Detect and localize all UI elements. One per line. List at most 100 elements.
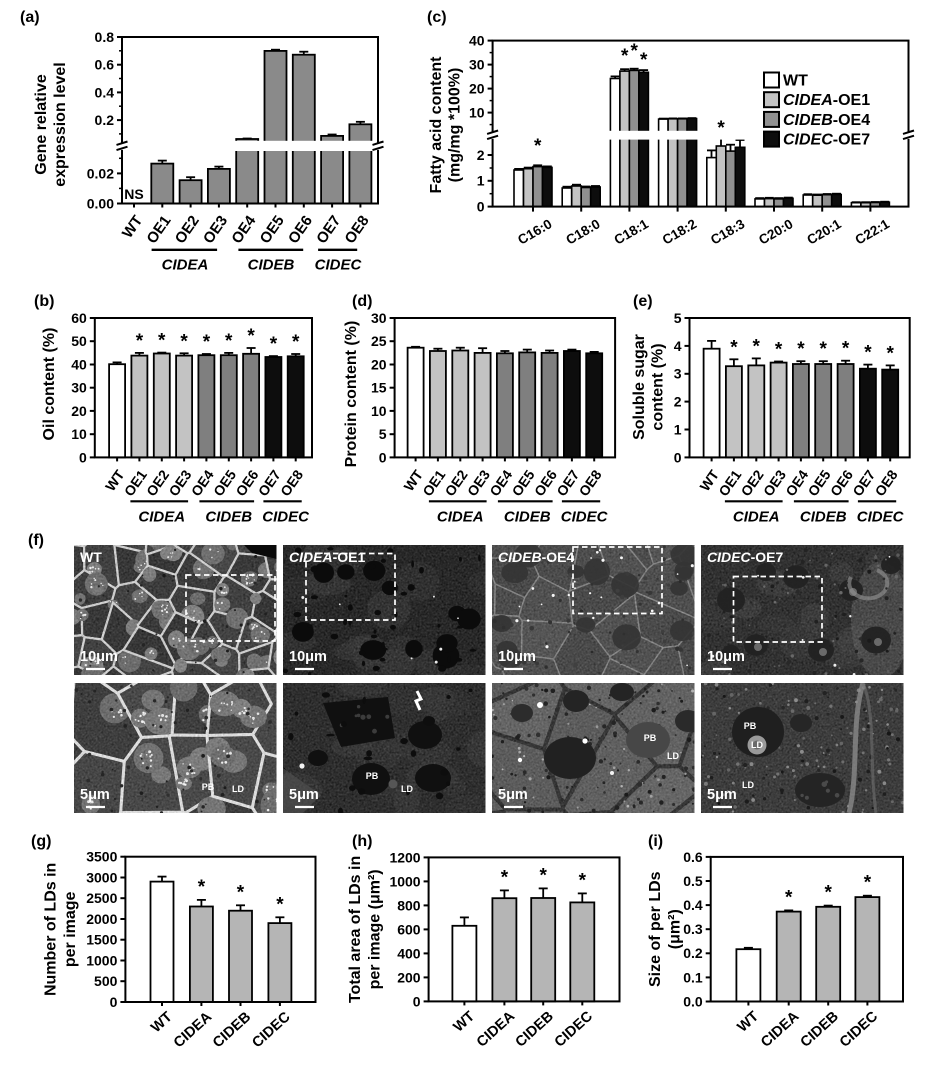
svg-text:Gene relative: Gene relative <box>33 74 50 175</box>
svg-text:1000: 1000 <box>389 873 420 889</box>
svg-text:*: * <box>501 867 509 888</box>
svg-text:(b): (b) <box>34 293 54 310</box>
svg-text:WT: WT <box>80 549 102 565</box>
svg-text:WT: WT <box>783 73 808 90</box>
svg-text:LD: LD <box>232 784 244 794</box>
svg-text:per image: per image <box>62 891 79 967</box>
svg-text:Number of LDs in: Number of LDs in <box>43 863 60 996</box>
svg-text:(h): (h) <box>352 833 372 850</box>
svg-text:*: * <box>621 46 629 67</box>
svg-text:1500: 1500 <box>86 932 117 948</box>
svg-text:0.6: 0.6 <box>683 849 703 865</box>
svg-text:*: * <box>276 894 284 915</box>
svg-text:40: 40 <box>469 33 485 49</box>
svg-text:25: 25 <box>371 333 387 349</box>
svg-text:(mg/mg *100%): (mg/mg *100%) <box>447 68 464 183</box>
svg-text:CIDEA: CIDEA <box>138 509 185 526</box>
svg-text:(f): (f) <box>28 532 44 549</box>
svg-text:20: 20 <box>469 81 485 97</box>
svg-text:0.4: 0.4 <box>683 897 703 913</box>
svg-text:*: * <box>198 877 206 898</box>
svg-text:3500: 3500 <box>86 849 117 865</box>
svg-text:0: 0 <box>110 994 118 1010</box>
svg-text:CIDEC-OE7: CIDEC-OE7 <box>707 549 783 565</box>
svg-text:Oil content (%): Oil content (%) <box>41 328 58 441</box>
svg-text:3000: 3000 <box>86 869 117 885</box>
svg-text:*: * <box>539 865 547 886</box>
svg-text:5μm: 5μm <box>498 787 528 803</box>
svg-text:CIDEA-OE1: CIDEA-OE1 <box>783 92 870 109</box>
svg-text:0: 0 <box>79 449 87 465</box>
svg-text:(μm²): (μm²) <box>667 909 684 949</box>
svg-text:*: * <box>270 334 278 355</box>
svg-text:(c): (c) <box>427 9 447 26</box>
svg-text:600: 600 <box>397 921 421 937</box>
svg-text:*: * <box>864 873 872 894</box>
svg-text:content (%): content (%) <box>650 343 667 430</box>
svg-text:30: 30 <box>469 57 485 73</box>
svg-text:0: 0 <box>379 449 387 465</box>
svg-text:5: 5 <box>379 426 387 442</box>
svg-text:500: 500 <box>94 973 118 989</box>
svg-text:CIDEA-OE1: CIDEA-OE1 <box>289 549 365 565</box>
svg-text:(a): (a) <box>20 9 40 26</box>
svg-text:5μm: 5μm <box>707 787 737 803</box>
svg-text:CIDEB: CIDEB <box>248 257 295 274</box>
svg-text:*: * <box>158 331 166 352</box>
svg-text:CIDEB-OE4: CIDEB-OE4 <box>783 112 870 129</box>
svg-text:CIDEC: CIDEC <box>857 509 905 526</box>
svg-text:Protein content (%): Protein content (%) <box>343 321 360 468</box>
svg-text:*: * <box>630 41 638 62</box>
svg-text:*: * <box>797 339 805 360</box>
svg-text:0.3: 0.3 <box>683 921 703 937</box>
svg-text:CIDEB: CIDEB <box>205 509 252 526</box>
svg-text:*: * <box>225 331 233 352</box>
svg-text:0: 0 <box>477 199 485 215</box>
svg-text:*: * <box>247 326 255 347</box>
svg-text:CIDEB-OE4: CIDEB-OE4 <box>498 549 574 565</box>
svg-text:30: 30 <box>71 380 87 396</box>
svg-text:5μm: 5μm <box>289 787 319 803</box>
svg-text:0: 0 <box>674 449 682 465</box>
svg-text:CIDEB: CIDEB <box>800 509 847 526</box>
svg-text:*: * <box>775 339 783 360</box>
svg-text:*: * <box>824 883 832 904</box>
svg-text:0.2: 0.2 <box>683 945 703 961</box>
svg-text:40: 40 <box>71 356 87 372</box>
svg-text:*: * <box>820 339 828 360</box>
svg-text:CIDEA: CIDEA <box>162 257 209 274</box>
svg-text:*: * <box>579 870 587 891</box>
svg-text:60: 60 <box>71 310 87 326</box>
svg-text:0.8: 0.8 <box>95 29 115 45</box>
svg-text:30: 30 <box>371 310 387 326</box>
svg-text:CIDEA: CIDEA <box>437 509 484 526</box>
svg-text:0.5: 0.5 <box>683 873 703 889</box>
svg-text:2500: 2500 <box>86 890 117 906</box>
svg-text:10μm: 10μm <box>707 649 745 665</box>
svg-text:1: 1 <box>674 421 682 437</box>
svg-text:CIDEC: CIDEC <box>561 509 609 526</box>
svg-text:CIDEC: CIDEC <box>262 509 310 526</box>
svg-text:1: 1 <box>477 173 485 189</box>
svg-text:2000: 2000 <box>86 911 117 927</box>
svg-text:LD: LD <box>401 784 413 794</box>
svg-text:20: 20 <box>371 356 387 372</box>
svg-text:0.1: 0.1 <box>683 969 703 985</box>
svg-text:PB: PB <box>744 721 757 731</box>
svg-text:400: 400 <box>397 945 421 961</box>
svg-text:50: 50 <box>71 333 87 349</box>
svg-text:0.0: 0.0 <box>683 993 703 1009</box>
svg-text:(g): (g) <box>31 833 51 850</box>
svg-text:(d): (d) <box>352 293 372 310</box>
svg-text:0.4: 0.4 <box>95 84 115 100</box>
svg-text:CIDEA: CIDEA <box>733 509 780 526</box>
svg-text:0.6: 0.6 <box>95 57 115 73</box>
svg-text:LD: LD <box>667 751 679 761</box>
svg-text:15: 15 <box>371 380 387 396</box>
svg-text:per image (μm²): per image (μm²) <box>367 869 384 989</box>
svg-text:4: 4 <box>674 338 682 354</box>
svg-text:5: 5 <box>674 310 682 326</box>
svg-text:0: 0 <box>413 993 421 1009</box>
svg-text:10μm: 10μm <box>498 649 536 665</box>
svg-text:*: * <box>203 332 211 353</box>
